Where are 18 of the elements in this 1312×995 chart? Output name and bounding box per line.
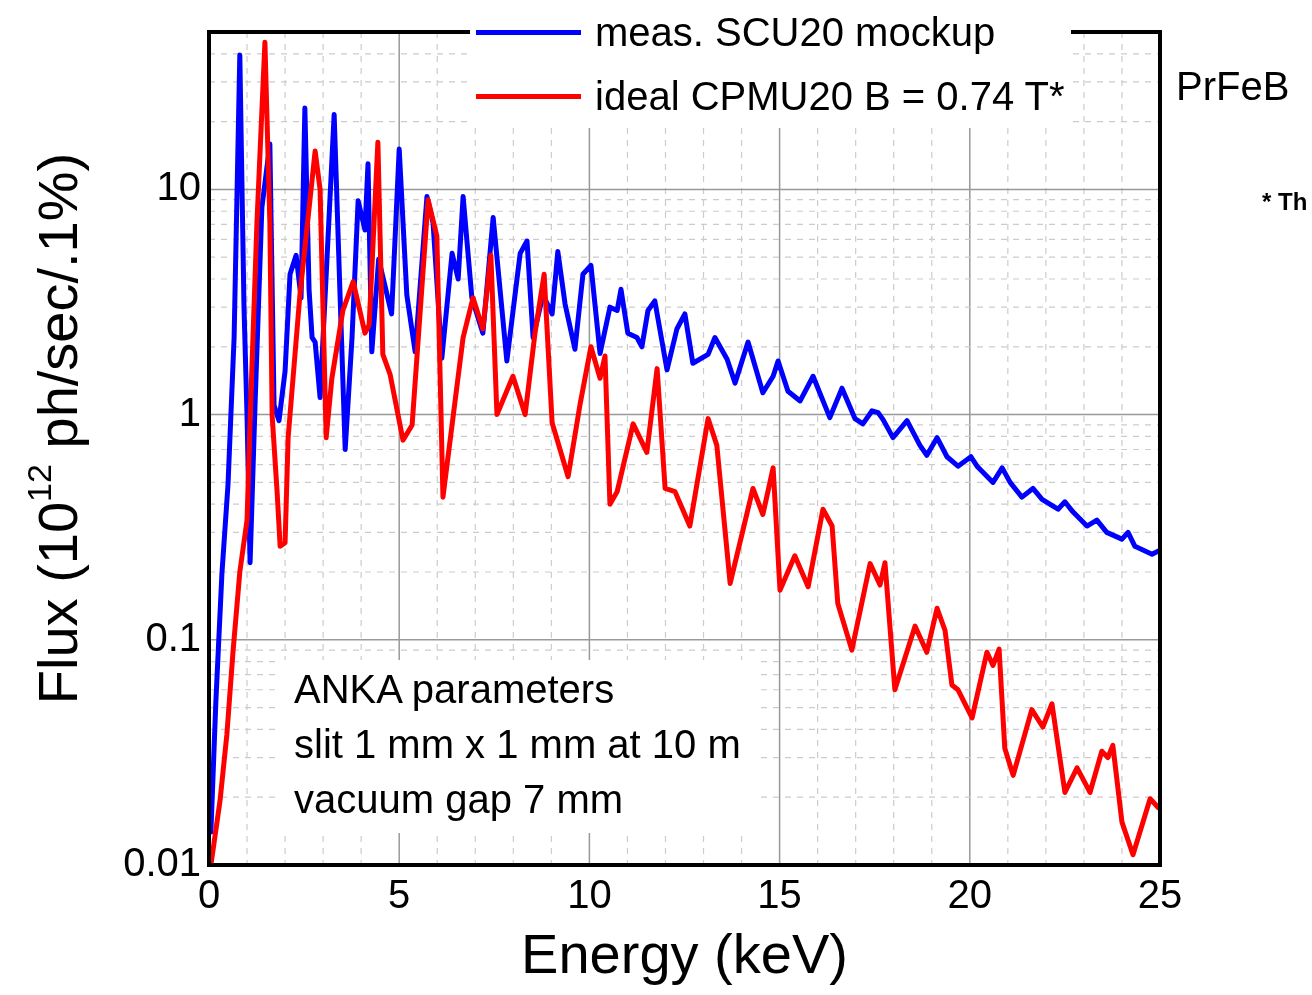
- y-tick-label: 1: [178, 389, 201, 434]
- text: PrFeB: [1176, 64, 1290, 109]
- y-tick-label: 0.01: [123, 840, 201, 885]
- y-axis-title: Flux (1012 ph/sec/.1%): [20, 152, 90, 705]
- x-tick-label: 15: [757, 872, 802, 917]
- legend-label: meas. SCU20 mockup: [595, 9, 996, 56]
- annotation: vacuum gap 7 mm: [294, 776, 625, 823]
- annotation: slit 1 mm x 1 mm at 10 m: [294, 721, 741, 768]
- x-axis-title: Energy (keV): [521, 921, 848, 985]
- x-tick-label: 20: [947, 872, 993, 917]
- y-tick-label: 10: [156, 164, 201, 209]
- x-tick-label: 25: [1137, 872, 1183, 917]
- x-tick-label: 5: [388, 872, 411, 917]
- legend-label: ideal CPMU20 B = 0.74 T*: [595, 73, 1065, 120]
- annotation: ANKA parameters: [294, 666, 616, 713]
- text: * Th: [1262, 188, 1308, 216]
- y-tick-label: 0.1: [145, 614, 201, 659]
- x-tick-label: 10: [567, 872, 612, 917]
